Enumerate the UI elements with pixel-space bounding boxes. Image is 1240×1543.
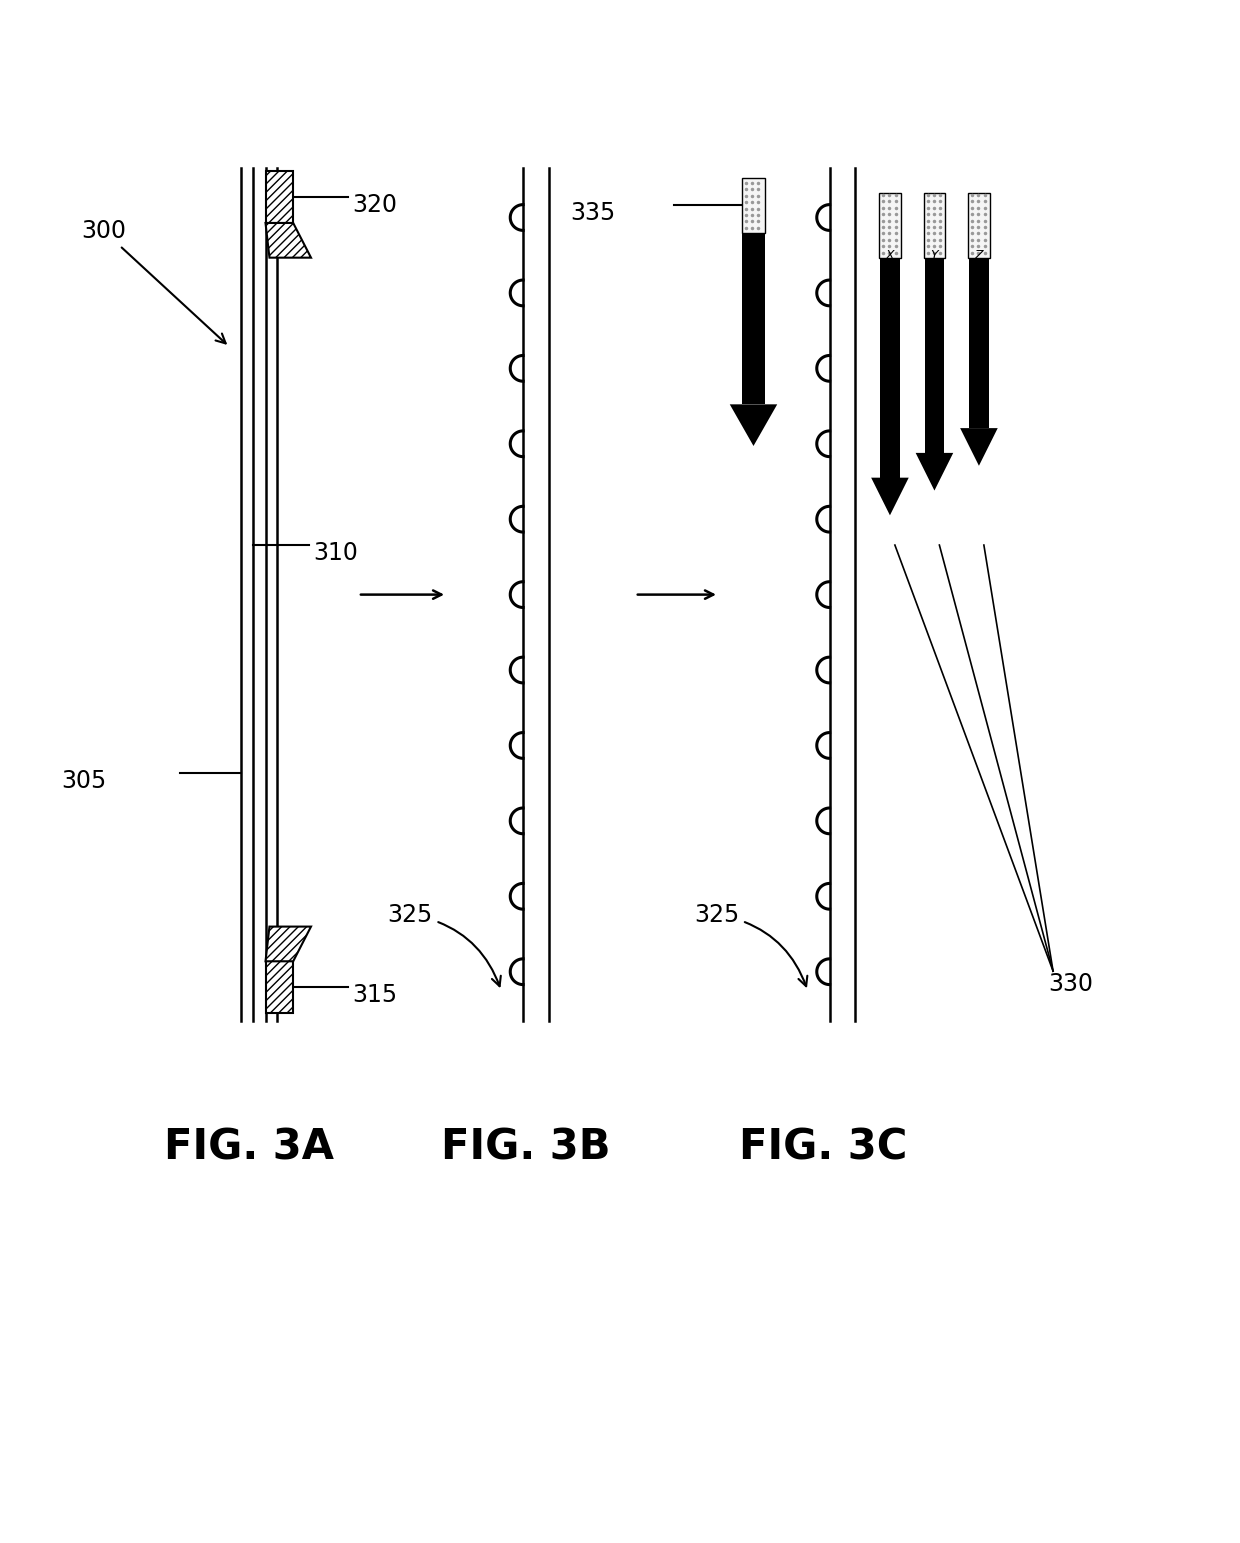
Text: 315: 315 [352,983,398,1008]
Bar [742,233,765,404]
Text: Z: Z [975,248,983,262]
Polygon shape [265,224,311,258]
Text: 335: 335 [570,201,616,225]
Polygon shape [872,478,909,515]
Text: 300: 300 [81,219,226,344]
Polygon shape [960,427,998,466]
Bar [742,179,765,233]
Polygon shape [915,454,954,491]
Bar [968,193,990,258]
Text: X: X [885,248,894,262]
Bar [265,171,293,224]
Text: 310: 310 [314,542,358,565]
Polygon shape [265,927,311,961]
Text: 330: 330 [1048,972,1094,995]
Text: Y: Y [931,248,939,262]
Text: 325: 325 [388,903,501,986]
Text: 325: 325 [694,903,807,986]
Bar [925,258,945,454]
Bar [265,961,293,1012]
Text: 305: 305 [61,768,107,793]
Bar [879,193,900,258]
Bar [880,258,900,478]
Text: FIG. 3B: FIG. 3B [441,1126,611,1168]
Text: FIG. 3C: FIG. 3C [739,1126,906,1168]
Text: FIG. 3A: FIG. 3A [164,1126,335,1168]
Bar [924,193,945,258]
Bar [968,258,988,427]
Text: 320: 320 [352,193,398,218]
Polygon shape [730,404,777,446]
